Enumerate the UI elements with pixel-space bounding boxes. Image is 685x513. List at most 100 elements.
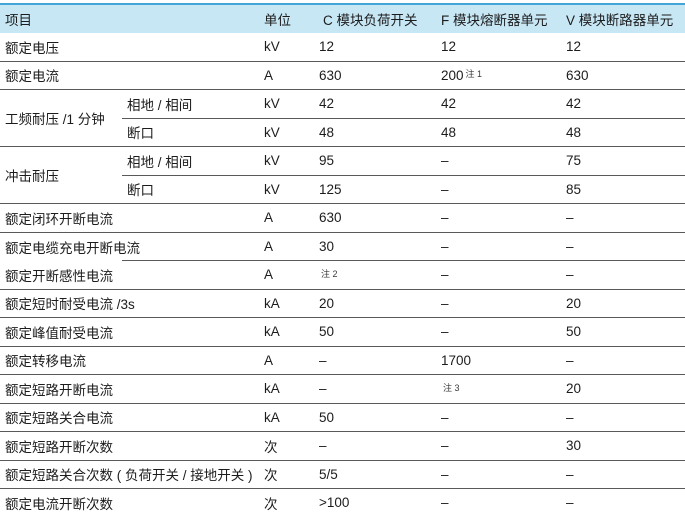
value-f-cell: –	[440, 232, 565, 261]
unit-cell: kV	[262, 175, 318, 204]
value-f-cell: –	[440, 431, 565, 461]
value-f-cell: 12	[440, 33, 565, 62]
spec-subitem-label: 断口	[122, 118, 262, 147]
header-c-module: C 模块负荷开关	[323, 13, 418, 28]
spec-subitem-label: 相地 / 相间	[122, 146, 262, 176]
value-c-cell: –	[318, 346, 440, 375]
footnote-marker: 注 3	[443, 382, 460, 393]
value-v-cell: 85	[565, 175, 685, 204]
value-c-cell: 20	[318, 289, 440, 318]
value-f-cell: –	[440, 203, 565, 233]
unit-cell: kA	[262, 317, 318, 347]
unit-cell: A	[262, 260, 318, 290]
table-header: 项目 单位 C 模块负荷开关 F 模块熔断器单元 V 模块断路器单元	[0, 4, 685, 33]
unit-cell: kV	[262, 89, 318, 119]
table-row: 额定峰值耐受电流 kA 50–50	[0, 317, 685, 347]
value-c-cell: 50	[318, 403, 440, 432]
spec-subitem-label: 断口	[122, 175, 262, 204]
spec-group-label: 工频耐压 /1 分钟	[0, 89, 122, 147]
spec-item-label: 额定短路开断次数	[0, 431, 262, 461]
header-v-module: V 模块断路器单元	[566, 13, 674, 28]
footnote-marker: 注 1	[465, 69, 483, 80]
table-row: 冲击耐压 相地 / 相间 kV 95–75	[0, 146, 685, 204]
value-c-cell: 95	[318, 146, 440, 176]
spec-item-label: 额定电流	[0, 61, 262, 90]
spec-item-label: 额定短路开断电流	[0, 374, 262, 404]
unit-cell: A	[262, 203, 318, 233]
header-f-module: F 模块熔断器单元	[441, 13, 548, 28]
unit-cell: A	[262, 61, 318, 90]
table-row: 额定短路关合电流 kA 50– –	[0, 403, 685, 432]
table-row: 断口 kV 125–85	[0, 175, 685, 204]
spec-item-label: 额定电压	[0, 33, 262, 62]
value-v-cell: –	[565, 203, 685, 233]
unit-cell: 次	[262, 431, 318, 461]
unit-cell: kA	[262, 374, 318, 404]
value-v-cell: 50	[565, 317, 685, 347]
value-c-cell: 30	[318, 232, 440, 261]
value-v-cell: 48	[565, 118, 685, 147]
spec-item-label: 额定电缆充电开断电流	[5, 240, 140, 256]
spec-item-label: 额定电流开断次数	[0, 488, 262, 513]
value-c-cell: 5/5	[318, 460, 440, 489]
value-v-cell: 20	[565, 289, 685, 318]
table-row: 额定电压 kV 12 12 12	[0, 33, 685, 62]
header-row: 项目 单位 C 模块负荷开关 F 模块熔断器单元 V 模块断路器单元	[0, 4, 685, 33]
value-f-cell: 1700	[440, 346, 565, 375]
value-f-cell: –	[440, 488, 565, 513]
unit-cell: 次	[262, 460, 318, 489]
header-item: 项目	[5, 13, 32, 28]
value-c-cell: 12	[318, 33, 440, 62]
value-v-cell: 75	[565, 146, 685, 176]
table-row: 额定电流 A 630 200 注 1 630	[0, 61, 685, 90]
footnote-marker: 注 2	[321, 268, 338, 279]
spec-group-label: 冲击耐压	[0, 146, 122, 204]
value-v-cell: 630	[565, 61, 685, 90]
unit-cell: A	[262, 346, 318, 375]
value-v-cell: 20	[565, 374, 685, 404]
spec-item-label: 额定闭环开断电流	[0, 203, 262, 233]
unit-cell: kA	[262, 289, 318, 318]
value-c-cell: 50	[318, 317, 440, 347]
value-v-cell: –	[565, 460, 685, 489]
value-f-cell: 42	[440, 89, 565, 119]
value-v-cell: 12	[565, 33, 685, 62]
table-row: 额定转移电流 A –1700–	[0, 346, 685, 375]
table-body: 额定电压 kV 12 12 12 额定电流 A 630 200 注 1 630 工频耐压 /1 分钟相…	[0, 33, 685, 513]
spec-subitem-label: 相地 / 相间	[122, 89, 262, 119]
spec-item-label: 额定短路关合次数 ( 负荷开关 / 接地开关 )	[0, 460, 262, 489]
spec-table: 项目 单位 C 模块负荷开关 F 模块熔断器单元 V 模块断路器单元 额定电压 k…	[0, 3, 685, 513]
spec-item-label: 额定转移电流	[0, 346, 262, 375]
unit-cell: kV	[262, 118, 318, 147]
table-row: 额定短路开断电流 kA – 注 3 20	[0, 374, 685, 404]
value-f-cell: 200 注 1	[440, 61, 565, 90]
table-row: 额定短路开断次数次 – –30	[0, 431, 685, 461]
unit-cell: A	[262, 232, 318, 261]
value-v-cell: –	[565, 346, 685, 375]
table-row: 额定短路关合次数 ( 负荷开关 / 接地开关 ) 次 5/5– –	[0, 460, 685, 489]
value-f-cell: –	[440, 403, 565, 432]
table-row: 额定电流开断次数次 >100– –	[0, 488, 685, 513]
value-c-cell: 42	[318, 89, 440, 119]
unit-cell: kV	[262, 33, 318, 62]
unit-cell: kV	[262, 146, 318, 176]
table-row: 额定电缆充电开断电流 A 30– –	[0, 232, 685, 261]
value-c-cell: 630	[318, 61, 440, 90]
value-f-cell: –	[440, 175, 565, 204]
table-row: 断口 kV 48 48 48	[0, 118, 685, 147]
value-f-cell: –	[440, 460, 565, 489]
spec-item-label: 额定短时耐受电流 /3s	[0, 289, 262, 318]
value-c-cell: 48	[318, 118, 440, 147]
header-unit: 单位	[264, 13, 291, 28]
spec-item-label: 额定开断感性电流	[0, 260, 262, 290]
value-c-cell: –	[318, 431, 440, 461]
value-c-cell: –	[318, 374, 440, 404]
value-f-cell: –	[440, 289, 565, 318]
value-v-cell: –	[565, 232, 685, 261]
table-row: 工频耐压 /1 分钟 相地 / 相间 kV 42 42 42	[0, 89, 685, 147]
value-v-cell: –	[565, 403, 685, 432]
value-f-cell: –	[440, 317, 565, 347]
value-v-cell: 42	[565, 89, 685, 119]
value-c-cell: 125	[318, 175, 440, 204]
value-c-cell: 630	[318, 203, 440, 233]
